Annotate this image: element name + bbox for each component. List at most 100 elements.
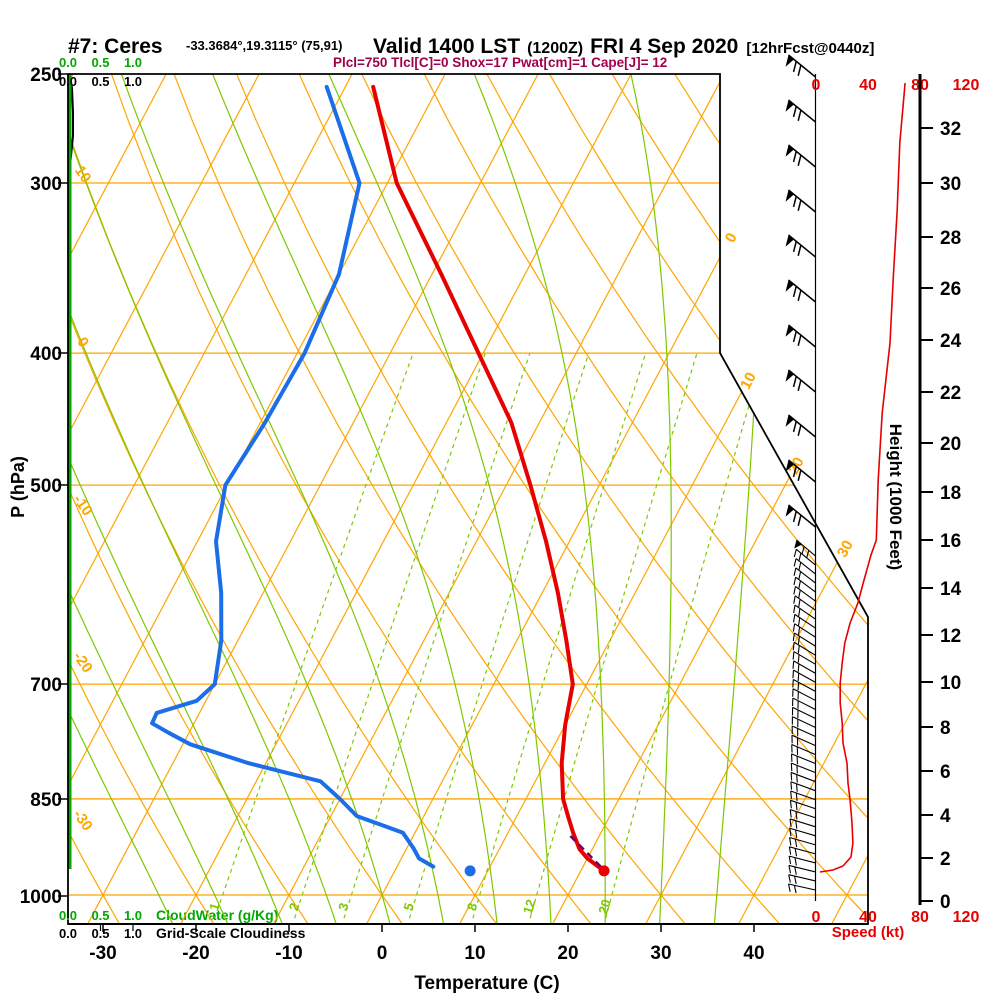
speed-tick-label-bottom: 80 [911, 909, 929, 926]
dry-adiabat [227, 51, 780, 924]
wind-barb-shaft [795, 586, 815, 601]
mixing-ratio-line [215, 353, 413, 918]
surface-temp-dot [599, 865, 610, 876]
wind-barb-feather [796, 793, 797, 801]
wind-barb-feather [798, 155, 801, 166]
wind-barb-feather [794, 596, 795, 604]
wind-barb-feather [794, 61, 797, 72]
speed-tick-label-bottom: 0 [812, 909, 821, 926]
wind-barb-shaft [793, 689, 815, 701]
height-tick-label: 24 [940, 331, 962, 352]
wind-barb-feather [793, 652, 794, 660]
cloud-scale-bottom-green: 0.5 [91, 908, 109, 923]
surface-dewpoint-dot [465, 865, 476, 876]
speed-axis-title: Speed (kt) [832, 924, 905, 941]
moist-adiabat [626, 51, 672, 924]
isotherm-line [553, 74, 1000, 924]
isotherm-line [88, 74, 539, 924]
wind-barb-feather [797, 775, 798, 783]
moist-adiabat [113, 51, 443, 924]
wind-barb-feather [798, 425, 801, 436]
dry-adiabat [165, 51, 685, 924]
wind-barb-feather [798, 380, 801, 391]
height-tick-label: 8 [940, 718, 951, 739]
wind-barb-shaft [792, 726, 815, 737]
cloud-scale-top-green: 0.0 [59, 55, 77, 70]
wind-barb-feather [796, 811, 797, 819]
station-title: #7: Ceres [68, 35, 163, 58]
wind-barb-shaft [789, 847, 815, 854]
wind-barb-shaft [789, 280, 816, 302]
wind-barb-feather [796, 802, 797, 810]
pressure-tick-label: 250 [30, 65, 62, 86]
moist-adiabat [319, 51, 551, 924]
cloud-scale-bottom-green: 0.0 [59, 908, 77, 923]
speed-tick-label-top: 40 [859, 77, 877, 94]
wind-barb-shaft [796, 577, 816, 592]
wind-barb-shaft [793, 679, 815, 691]
wind-barb-feather [799, 581, 801, 589]
dry-adiabat [103, 51, 591, 924]
speed-tick-label-top: 120 [953, 77, 980, 94]
station-coords: -33.3684°,19.3115° (75,91) [186, 38, 342, 53]
wind-barb-feather [798, 645, 799, 653]
wind-barb-shaft [789, 370, 816, 392]
isotherm-line [925, 74, 1000, 924]
wind-barb-shaft [789, 865, 816, 872]
height-tick-label: 18 [940, 483, 961, 504]
wind-barb-pennant [786, 505, 794, 517]
height-tick-label: 2 [940, 849, 951, 870]
wind-barb-shaft [793, 707, 816, 718]
dry-adiabat [846, 51, 1000, 924]
temperature-tick-label: -30 [89, 943, 116, 964]
wind-barb-feather [793, 624, 794, 632]
wind-barb-feather [794, 605, 795, 613]
moist-adiabat [40, 51, 390, 924]
wind-barb-feather [797, 784, 798, 792]
temperature-tick-label: -20 [182, 943, 209, 964]
wind-barb-feather [799, 572, 801, 580]
temperature-axis-title: Temperature (C) [414, 973, 559, 994]
wind-barb-shaft [789, 325, 816, 347]
temperature-tick-label: 0 [377, 943, 388, 964]
moist-adiabat [465, 51, 605, 924]
wind-barb-pennant [786, 325, 794, 337]
wind-barb-feather [798, 335, 801, 346]
temperature-curve [373, 87, 604, 871]
wind-barb-feather [793, 642, 794, 650]
wind-barb-shaft [791, 772, 815, 781]
wind-barb-feather [795, 858, 796, 866]
dewpoint-curve [152, 87, 433, 867]
isotherm-label: 30 [834, 538, 857, 561]
pressure-tick-label: 400 [30, 344, 62, 365]
wind-barb-shaft [790, 828, 816, 836]
wind-barb-pennant [786, 145, 794, 157]
wind-barb-feather [789, 856, 790, 864]
wind-barb-feather [794, 559, 796, 567]
wind-barb-feather [794, 577, 796, 585]
temperature-tick-label: 20 [557, 943, 578, 964]
dry-adiabat-label: -30 [70, 807, 96, 835]
wind-barb-shaft [790, 838, 816, 845]
wind-barb-feather [791, 791, 792, 799]
wind-barb-feather [796, 830, 797, 838]
pressure-tick-label: 500 [30, 476, 62, 497]
dry-adiabat-label: -10 [70, 492, 96, 520]
cloud-scale-top-black: 0.0 [59, 74, 77, 89]
wind-barb-feather [798, 673, 799, 681]
wind-barb-pennant [786, 100, 794, 112]
wind-barb-feather [791, 782, 792, 790]
pressure-tick-label: 300 [30, 174, 62, 195]
wind-barb-feather [794, 286, 797, 297]
sounding-layer [152, 87, 604, 871]
height-tick-label: 6 [940, 762, 951, 783]
temperature-tick-label: 10 [464, 943, 485, 964]
wind-barb-feather [796, 821, 797, 829]
cloud-scale-top-green: 0.5 [91, 55, 109, 70]
wind-barb-pennant [786, 415, 794, 427]
height-tick-label: 14 [940, 579, 962, 600]
dry-adiabat [351, 51, 968, 924]
temperature-tick-label: 30 [650, 943, 671, 964]
